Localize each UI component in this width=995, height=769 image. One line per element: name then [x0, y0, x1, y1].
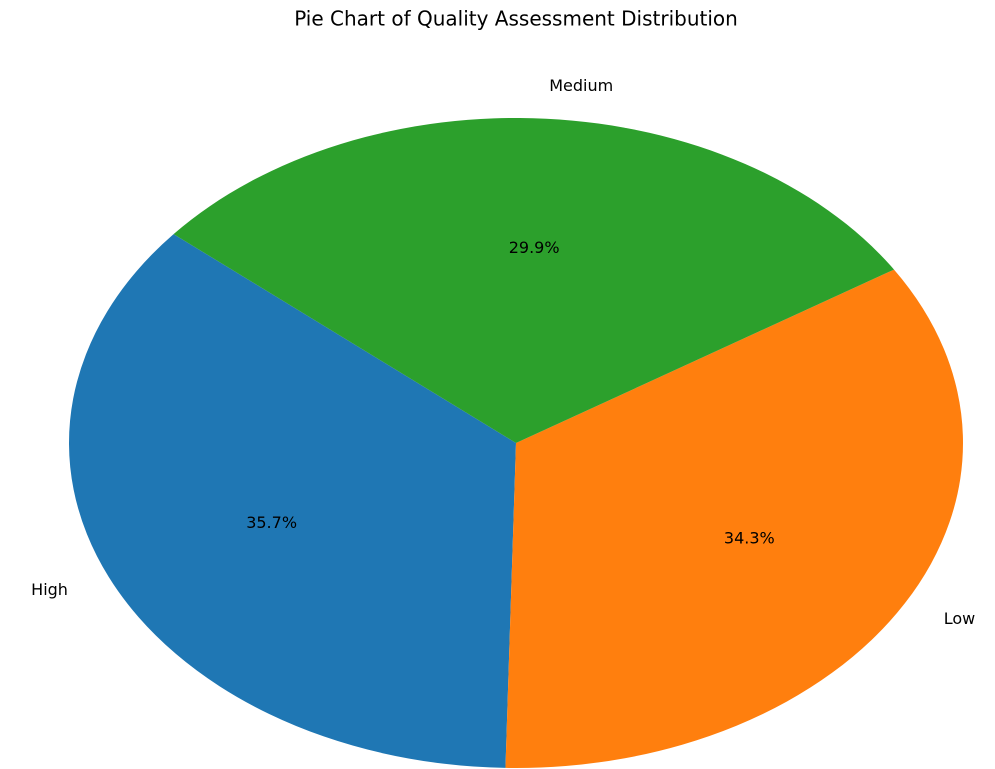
pie-slice: [173, 118, 895, 443]
pie-slice: [505, 269, 963, 768]
pct-label: 34.3%: [724, 529, 775, 548]
pct-label: 35.7%: [246, 513, 297, 532]
pie-slice: [69, 234, 517, 768]
slice-label: High: [31, 580, 68, 599]
slice-label: Medium: [549, 76, 613, 95]
chart-title: Pie Chart of Quality Assessment Distribu…: [294, 7, 738, 31]
slice-label: Low: [944, 609, 976, 628]
pct-label: 29.9%: [509, 238, 560, 257]
